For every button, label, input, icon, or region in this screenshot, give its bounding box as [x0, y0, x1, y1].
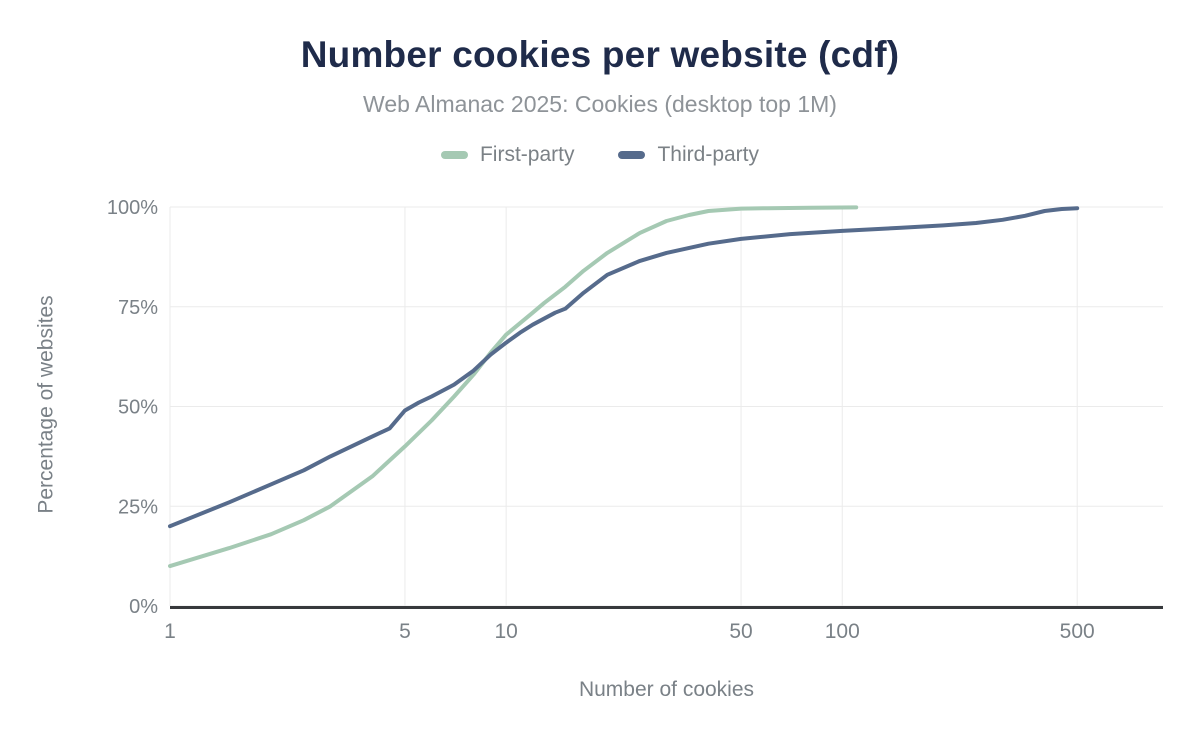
- y-tick-label: 75%: [118, 297, 158, 319]
- y-tick-label: 100%: [107, 197, 158, 219]
- third-party-line: [168, 206, 1080, 529]
- legend-item-label: Third-party: [657, 143, 760, 166]
- x-tick-label: 500: [1060, 620, 1095, 643]
- y-tick-label: 25%: [118, 496, 158, 518]
- y-tick-label: 0%: [129, 596, 158, 618]
- x-axis-title: Number of cookies: [578, 678, 755, 701]
- x-tick-label: 100: [825, 620, 860, 643]
- chart-title: Number cookies per website (cdf): [300, 34, 900, 75]
- first-party-line: [168, 205, 859, 569]
- legend-item-label: First-party: [479, 143, 575, 166]
- x-tick-label: 50: [729, 620, 752, 643]
- third-party-swatch-icon: [618, 150, 646, 159]
- x-tick-label: 5: [399, 620, 411, 643]
- x-tick-label: 10: [494, 620, 517, 643]
- legend: First-party Third-party: [0, 144, 1200, 165]
- y-axis-title: Percentage of websites: [34, 295, 58, 514]
- legend-item-third-party[interactable]: Third-party: [618, 144, 759, 165]
- chart-canvas: 0% 25% 50% 75% 100% 1 5 10 50 100 500: [107, 197, 1163, 643]
- y-tick-label: 50%: [118, 397, 158, 419]
- first-party-swatch-icon: [440, 150, 468, 159]
- x-tick-label: 1: [164, 620, 176, 643]
- legend-item-first-party[interactable]: First-party: [440, 143, 575, 166]
- chart-subtitle: Web Almanac 2025: Cookies (desktop top 1…: [363, 91, 837, 117]
